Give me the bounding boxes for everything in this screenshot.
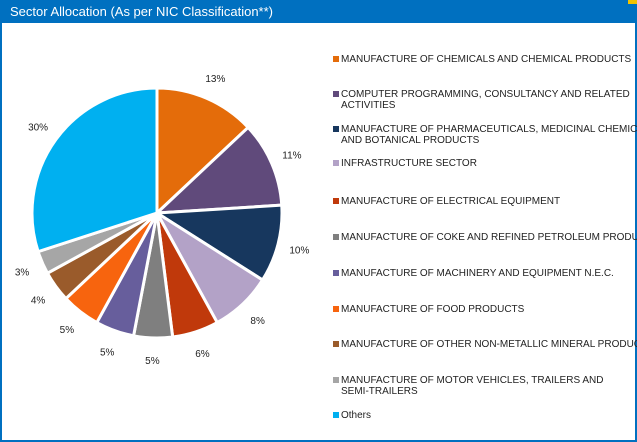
chart-title: Sector Allocation (As per NIC Classifica… (10, 4, 273, 19)
data-label: 6% (195, 349, 210, 360)
header-bar (0, 0, 637, 22)
pie-slice (30, 86, 159, 254)
pie-slice (155, 86, 251, 217)
legend-swatch (333, 91, 339, 97)
legend-label: MANUFACTURE OF COKE AND REFINED PETROLEU… (341, 232, 637, 243)
panel-border (0, 21, 637, 442)
data-label: 5% (145, 356, 160, 367)
legend-label: MANUFACTURE OF ELECTRICAL EQUIPMENT (341, 196, 560, 207)
header-accent (628, 0, 637, 4)
legend-swatch (333, 306, 339, 312)
data-label: 5% (100, 347, 115, 358)
data-label: 30% (28, 123, 48, 134)
legend-swatch (333, 377, 339, 383)
legend-swatch (333, 198, 339, 204)
legend-label: MANUFACTURE OF CHEMICALS AND CHEMICAL PR… (341, 54, 632, 65)
data-label: 10% (289, 246, 309, 257)
legend-swatch (333, 412, 339, 418)
legend-swatch (333, 56, 339, 62)
legend-label: MANUFACTURE OF MOTOR VEHICLES, TRAILERS … (341, 375, 603, 397)
data-label: 13% (205, 74, 225, 85)
data-label: 3% (15, 267, 30, 278)
legend-swatch (333, 160, 339, 166)
legend-label: MANUFACTURE OF OTHER NON-METALLIC MINERA… (341, 339, 637, 350)
legend-label: MANUFACTURE OF FOOD PRODUCTS (341, 304, 525, 315)
legend-swatch (333, 126, 339, 132)
legend-swatch (333, 234, 339, 240)
legend-swatch (333, 270, 339, 276)
legend-label: Others (341, 410, 371, 421)
pie-slice (152, 203, 284, 283)
legend-label: MANUFACTURE OF MACHINERY AND EQUIPMENT N… (341, 268, 614, 279)
legend-label: MANUFACTURE OF PHARMACEUTICALS, MEDICINA… (341, 124, 637, 146)
legend-label: COMPUTER PROGRAMMING, CONSULTANCY AND RE… (341, 89, 630, 111)
legend-swatch (333, 341, 339, 347)
data-label: 5% (60, 325, 75, 336)
legend-label: INFRASTRUCTURE SECTOR (341, 158, 477, 169)
data-label: 11% (282, 151, 301, 162)
pie-slice (152, 125, 284, 215)
data-label: 8% (250, 316, 265, 327)
data-label: 4% (31, 295, 46, 306)
